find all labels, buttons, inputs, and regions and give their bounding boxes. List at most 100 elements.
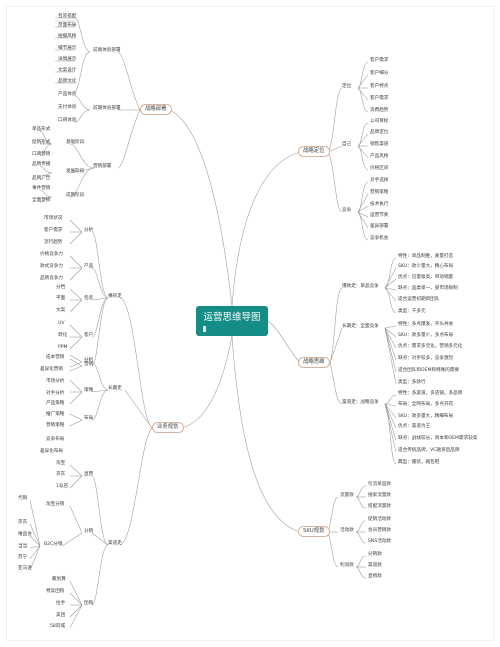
leaf[interactable]: 消费趋势: [370, 108, 389, 113]
leaf[interactable]: 当当: [18, 544, 28, 549]
node[interactable]: 前端体验部署: [93, 48, 121, 53]
leaf[interactable]: UV: [58, 321, 65, 326]
branch-strategy-position[interactable]: 战略定位: [298, 146, 330, 158]
leaf[interactable]: SNS活动款: [368, 539, 392, 544]
leaf[interactable]: 市场分析: [46, 379, 65, 384]
leaf[interactable]: 页面布局: [58, 23, 77, 28]
leaf[interactable]: 1号店: [56, 484, 69, 489]
leaf[interactable]: 详情展示: [58, 57, 77, 62]
node[interactable]: 渠道走: [108, 541, 122, 546]
branch-strategy-thinking[interactable]: 战略思维: [298, 357, 330, 369]
leaf[interactable]: 会员营销款: [368, 528, 391, 533]
leaf[interactable]: 客户需求: [44, 228, 63, 233]
leaf[interactable]: 引流单品款: [368, 482, 391, 487]
leaf[interactable]: 产品风格: [370, 154, 389, 159]
leaf[interactable]: 类型：多款行: [398, 380, 426, 385]
leaf[interactable]: 差异部署: [370, 224, 389, 229]
leaf[interactable]: 文案设计: [58, 68, 77, 73]
leaf[interactable]: 支付体验: [58, 105, 77, 110]
leaf[interactable]: 品牌文化: [58, 79, 77, 84]
leaf[interactable]: 营销策略: [46, 423, 65, 428]
node[interactable]: 策略: [84, 388, 94, 393]
leaf[interactable]: 代销: [18, 496, 28, 501]
leaf[interactable]: 布局：全网布局，多点开花: [398, 402, 454, 407]
leaf[interactable]: 口碑营销: [32, 152, 51, 157]
leaf[interactable]: 优点：需求多元化，营销多元化: [398, 344, 463, 349]
leaf[interactable]: 竞争机会: [370, 236, 389, 241]
node[interactable]: 竞争: [342, 208, 352, 213]
leaf[interactable]: 营销策略: [370, 190, 389, 195]
node[interactable]: 直营: [84, 472, 94, 477]
leaf[interactable]: 适合传统品牌，VC融资后品牌: [398, 448, 460, 453]
leaf[interactable]: 客户需求: [370, 96, 389, 101]
node[interactable]: 客户: [84, 333, 94, 338]
branch-strategy-deploy[interactable]: 战略部署: [140, 104, 172, 116]
leaf[interactable]: 直销款: [368, 574, 382, 579]
leaf[interactable]: 品牌广告: [32, 176, 51, 181]
leaf[interactable]: 58同城: [50, 624, 66, 629]
node[interactable]: 产品: [84, 264, 94, 269]
leaf[interactable]: 竞争布局: [46, 437, 65, 442]
leaf[interactable]: 运营节奏: [370, 213, 389, 218]
leaf[interactable]: 促销活动款: [368, 517, 391, 522]
node[interactable]: 基础阶段: [66, 140, 85, 145]
leaf[interactable]: 特性：单品制胜，质量打造: [398, 254, 454, 259]
leaf[interactable]: 拉手: [56, 601, 66, 606]
leaf[interactable]: 流行趋势: [44, 240, 63, 245]
leaf[interactable]: 公司目标: [370, 119, 389, 124]
leaf[interactable]: SKU：款少量大，精心布局: [398, 264, 454, 269]
leaf[interactable]: 淘宝分销: [46, 502, 65, 507]
node[interactable]: 发展阶段: [66, 169, 85, 174]
leaf[interactable]: 客户需求: [370, 58, 389, 63]
leaf[interactable]: 促销形式: [32, 140, 51, 145]
leaf[interactable]: 缺点：对手较多，竞争激烈: [398, 356, 454, 361]
leaf[interactable]: 差异化营销: [40, 367, 63, 372]
leaf[interactable]: 苏宁: [18, 555, 28, 560]
leaf[interactable]: 渠道款: [368, 563, 382, 568]
leaf[interactable]: 品牌竞争力: [40, 276, 63, 281]
leaf[interactable]: 典型：服装，箱包鞋: [398, 460, 440, 465]
branch-sku-plan[interactable]: SKU规划: [298, 526, 330, 538]
leaf[interactable]: 搜索流量款: [368, 493, 391, 498]
leaf[interactable]: 品牌定位: [370, 130, 389, 135]
leaf[interactable]: 事件营销: [32, 186, 51, 191]
node[interactable]: 营销: [84, 362, 94, 367]
leaf[interactable]: 唯品会: [18, 532, 32, 537]
leaf[interactable]: 适合团队和OEM和特殊的需要: [398, 368, 460, 373]
leaf[interactable]: 细节展示: [58, 46, 77, 51]
leaf[interactable]: 分档: [56, 285, 66, 290]
leaf[interactable]: 京东: [18, 520, 28, 525]
leaf[interactable]: 平面: [56, 296, 66, 301]
leaf[interactable]: 亚马逊: [18, 566, 32, 571]
node[interactable]: 渠道走：战略竞争: [342, 400, 379, 405]
leaf[interactable]: SKU：款多量大，精细布局: [398, 414, 454, 419]
leaf[interactable]: 聚划算: [52, 577, 66, 582]
node[interactable]: 团购: [84, 601, 94, 606]
branch-business-plan[interactable]: 业务规划: [152, 422, 184, 434]
leaf[interactable]: 类型：千多元: [398, 309, 426, 314]
leaf[interactable]: 产品策略: [46, 401, 65, 406]
leaf[interactable]: 淘宝: [56, 461, 66, 466]
node[interactable]: 分销: [84, 529, 94, 534]
leaf[interactable]: 客户细分: [370, 71, 389, 76]
leaf[interactable]: 产品体验: [58, 92, 77, 97]
leaf[interactable]: 分销款: [368, 552, 382, 557]
leaf[interactable]: 销售渠道: [370, 142, 389, 147]
leaf[interactable]: 对手分析: [46, 391, 65, 396]
node[interactable]: 爆款走：单品竞争: [342, 284, 379, 289]
leaf[interactable]: 京东: [56, 472, 66, 477]
node[interactable]: 长期走: [108, 386, 122, 391]
root-node[interactable]: 运营思维导图: [196, 306, 268, 336]
node[interactable]: 前期体验部署: [93, 106, 121, 111]
leaf[interactable]: 推广策略: [46, 412, 65, 417]
leaf[interactable]: 全面营销: [32, 198, 51, 203]
node[interactable]: 布局: [84, 416, 94, 421]
node[interactable]: 利润款: [340, 563, 354, 568]
node[interactable]: 分析: [84, 228, 94, 233]
leaf[interactable]: 品牌传播: [32, 162, 51, 167]
leaf[interactable]: 缺点：品类单一，受市场限制: [398, 286, 458, 291]
leaf[interactable]: 搭配流量款: [368, 504, 391, 509]
node[interactable]: 长期走：全面竞争: [342, 324, 379, 329]
leaf[interactable]: PPM: [58, 345, 68, 350]
leaf[interactable]: 文案: [56, 308, 66, 313]
